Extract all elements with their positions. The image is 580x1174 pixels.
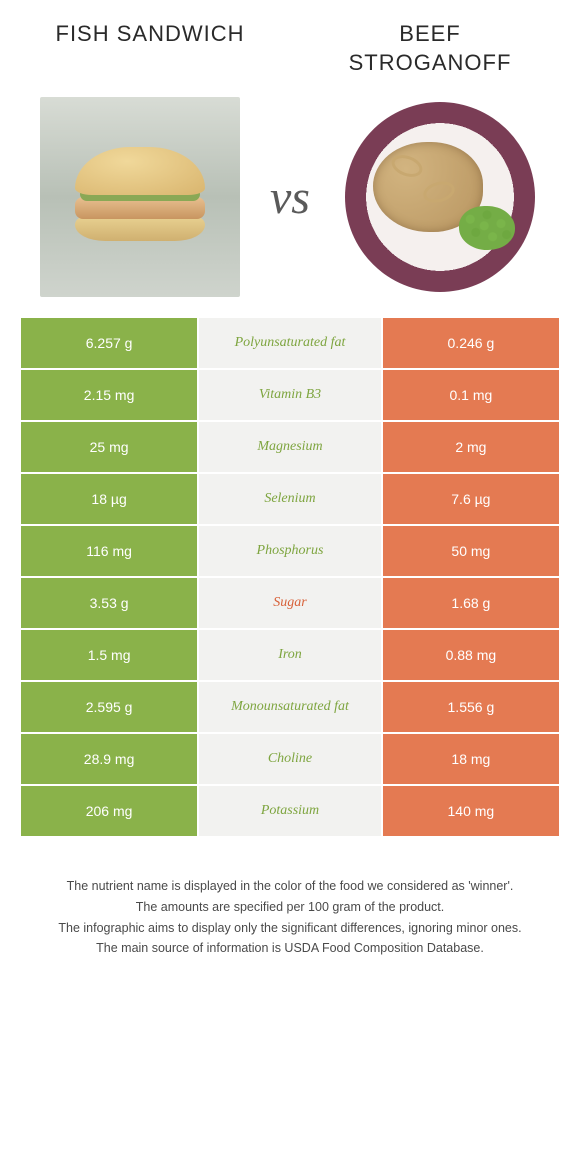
left-value: 1.5 mg: [20, 629, 198, 681]
nutrient-name: Choline: [198, 733, 382, 785]
table-row: 206 mgPotassium140 mg: [20, 785, 560, 837]
table-row: 28.9 mgCholine18 mg: [20, 733, 560, 785]
table-row: 1.5 mgIron0.88 mg: [20, 629, 560, 681]
right-value: 1.68 g: [382, 577, 560, 629]
footnote-line: The main source of information is USDA F…: [40, 939, 540, 958]
table-row: 2.595 gMonounsaturated fat1.556 g: [20, 681, 560, 733]
vs-label: vs: [270, 170, 310, 225]
nutrient-name: Vitamin B3: [198, 369, 382, 421]
nutrient-name: Iron: [198, 629, 382, 681]
nutrient-name: Selenium: [198, 473, 382, 525]
table-row: 3.53 gSugar1.68 g: [20, 577, 560, 629]
table-row: 116 mgPhosphorus50 mg: [20, 525, 560, 577]
nutrient-name: Polyunsaturated fat: [198, 317, 382, 369]
left-value: 2.15 mg: [20, 369, 198, 421]
nutrient-table: 6.257 gPolyunsaturated fat0.246 g2.15 mg…: [20, 317, 560, 837]
header-titles: Fish Sandwich Beef Stroganoff: [20, 0, 560, 87]
nutrient-name: Potassium: [198, 785, 382, 837]
left-value: 25 mg: [20, 421, 198, 473]
footnote-line: The infographic aims to display only the…: [40, 919, 540, 938]
left-value: 3.53 g: [20, 577, 198, 629]
nutrient-name: Sugar: [198, 577, 382, 629]
table-row: 2.15 mgVitamin B30.1 mg: [20, 369, 560, 421]
left-value: 28.9 mg: [20, 733, 198, 785]
right-food-image: [340, 97, 540, 297]
left-value: 18 µg: [20, 473, 198, 525]
left-value: 116 mg: [20, 525, 198, 577]
table-row: 18 µgSelenium7.6 µg: [20, 473, 560, 525]
images-row: vs: [20, 87, 560, 317]
left-food-image: [40, 97, 240, 297]
footnotes: The nutrient name is displayed in the co…: [20, 877, 560, 958]
right-food-title: Beef Stroganoff: [330, 20, 530, 77]
right-value: 140 mg: [382, 785, 560, 837]
table-row: 25 mgMagnesium2 mg: [20, 421, 560, 473]
left-food-title: Fish Sandwich: [50, 20, 250, 77]
right-value: 0.1 mg: [382, 369, 560, 421]
nutrient-name: Phosphorus: [198, 525, 382, 577]
right-value: 2 mg: [382, 421, 560, 473]
table-row: 6.257 gPolyunsaturated fat0.246 g: [20, 317, 560, 369]
nutrient-name: Magnesium: [198, 421, 382, 473]
footnote-line: The amounts are specified per 100 gram o…: [40, 898, 540, 917]
right-value: 1.556 g: [382, 681, 560, 733]
right-value: 18 mg: [382, 733, 560, 785]
footnote-line: The nutrient name is displayed in the co…: [40, 877, 540, 896]
left-value: 2.595 g: [20, 681, 198, 733]
left-value: 6.257 g: [20, 317, 198, 369]
nutrient-name: Monounsaturated fat: [198, 681, 382, 733]
plate-icon: [345, 102, 535, 292]
right-value: 0.88 mg: [382, 629, 560, 681]
right-value: 0.246 g: [382, 317, 560, 369]
right-value: 7.6 µg: [382, 473, 560, 525]
right-value: 50 mg: [382, 525, 560, 577]
sandwich-icon: [70, 147, 210, 247]
left-value: 206 mg: [20, 785, 198, 837]
